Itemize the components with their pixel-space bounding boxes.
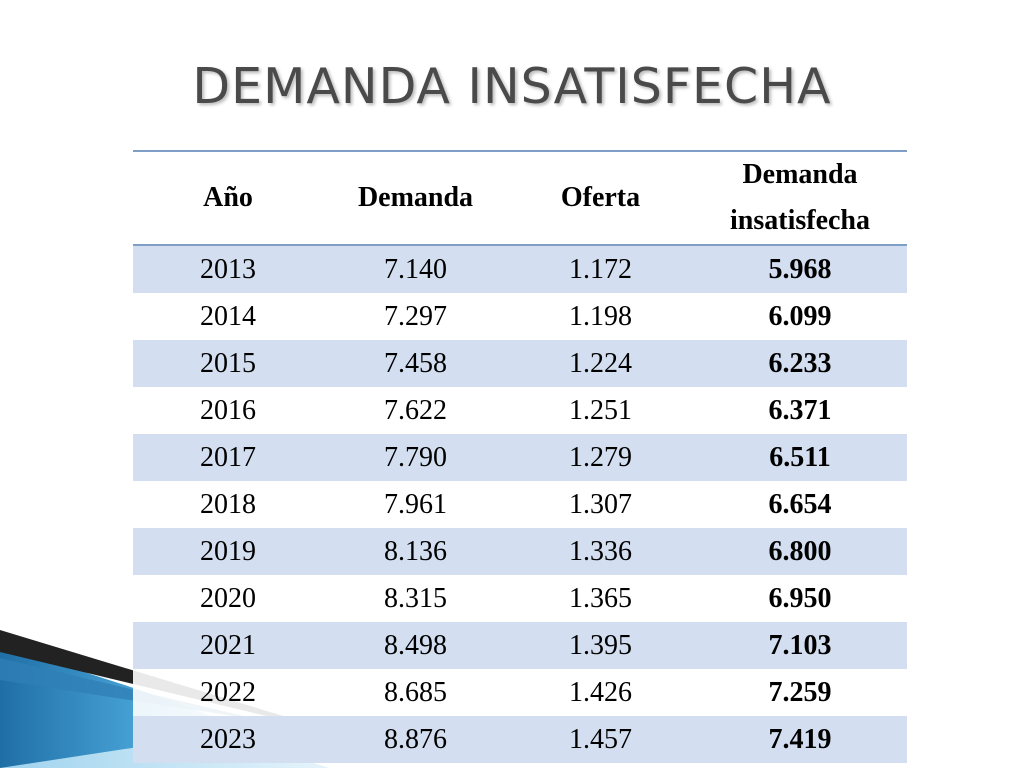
cell-unmet: 7.419 [693,716,907,763]
cell-demand: 7.961 [323,481,508,528]
header-supply: Oferta [508,150,693,246]
cell-demand: 7.458 [323,340,508,387]
cell-demand: 8.315 [323,575,508,622]
table-row: 2022 8.685 1.426 7.259 [133,669,907,716]
cell-supply: 1.251 [508,387,693,434]
cell-unmet: 6.099 [693,293,907,340]
cell-supply: 1.198 [508,293,693,340]
cell-unmet: 6.654 [693,481,907,528]
cell-unmet: 6.511 [693,434,907,481]
cell-supply: 1.307 [508,481,693,528]
cell-unmet: 6.800 [693,528,907,575]
cell-unmet: 6.371 [693,387,907,434]
cell-supply: 1.172 [508,245,693,293]
table-row: 2015 7.458 1.224 6.233 [133,340,907,387]
table-row: 2021 8.498 1.395 7.103 [133,622,907,669]
cell-demand: 8.498 [323,622,508,669]
header-unmet-line2: insatisfecha [730,205,870,236]
cell-year: 2019 [133,528,323,575]
header-year: Año [133,150,323,246]
cell-year: 2022 [133,669,323,716]
slide-title: DEMANDA INSATISFECHA [192,58,832,115]
table-row: 2013 7.140 1.172 5.968 [133,245,907,293]
cell-year: 2016 [133,387,323,434]
cell-demand: 7.297 [323,293,508,340]
cell-year: 2018 [133,481,323,528]
cell-unmet: 7.259 [693,669,907,716]
cell-year: 2013 [133,245,323,293]
cell-supply: 1.336 [508,528,693,575]
cell-unmet: 6.233 [693,340,907,387]
cell-supply: 1.395 [508,622,693,669]
cell-demand: 8.876 [323,716,508,763]
cell-demand: 7.140 [323,245,508,293]
cell-year: 2023 [133,716,323,763]
table-row: 2018 7.961 1.307 6.654 [133,481,907,528]
cell-supply: 1.426 [508,669,693,716]
table-header-row: Año Demanda Oferta Demanda insatisfecha [133,150,907,246]
cell-demand: 8.136 [323,528,508,575]
table-row: 2020 8.315 1.365 6.950 [133,575,907,622]
unmet-demand-table: Año Demanda Oferta Demanda insatisfecha … [133,150,907,763]
cell-year: 2020 [133,575,323,622]
cell-year: 2014 [133,293,323,340]
cell-supply: 1.365 [508,575,693,622]
cell-demand: 8.685 [323,669,508,716]
cell-unmet: 6.950 [693,575,907,622]
cell-unmet: 5.968 [693,245,907,293]
cell-demand: 7.622 [323,387,508,434]
cell-supply: 1.279 [508,434,693,481]
cell-demand: 7.790 [323,434,508,481]
table-row: 2023 8.876 1.457 7.419 [133,716,907,763]
header-unmet-demand: Demanda insatisfecha [693,150,907,246]
cell-year: 2015 [133,340,323,387]
cell-unmet: 7.103 [693,622,907,669]
table-row: 2019 8.136 1.336 6.800 [133,528,907,575]
header-demand: Demanda [323,150,508,246]
cell-year: 2021 [133,622,323,669]
cell-supply: 1.457 [508,716,693,763]
table-body: 2013 7.140 1.172 5.968 2014 7.297 1.198 … [133,245,907,763]
cell-supply: 1.224 [508,340,693,387]
table-row: 2016 7.622 1.251 6.371 [133,387,907,434]
table-row: 2017 7.790 1.279 6.511 [133,434,907,481]
cell-year: 2017 [133,434,323,481]
table-row: 2014 7.297 1.198 6.099 [133,293,907,340]
header-unmet-line1: Demanda [742,159,858,190]
